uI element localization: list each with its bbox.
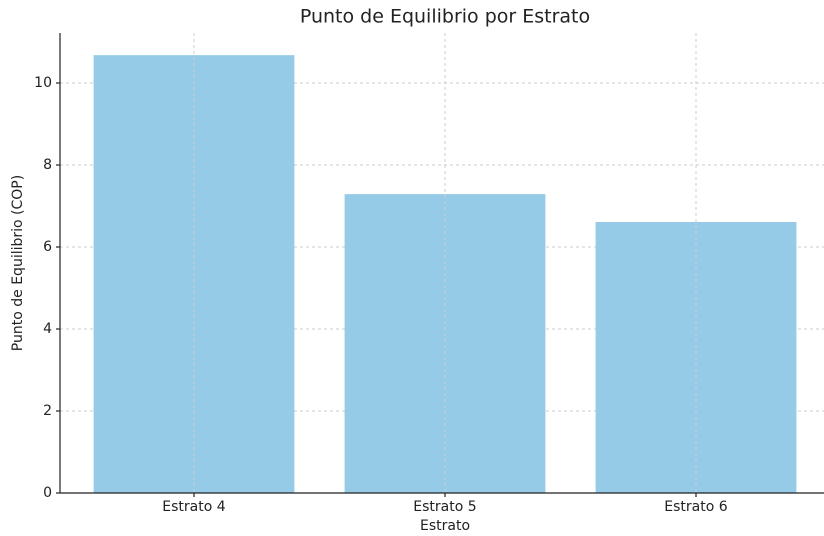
- y-axis-label: Punto de Equilibrio (COP): [10, 175, 26, 351]
- y-tick-label: 4: [43, 321, 52, 337]
- y-tick-label: 10: [34, 75, 52, 91]
- y-tick-label: 0: [43, 485, 52, 501]
- x-tick-label: Estrato 5: [413, 499, 476, 515]
- x-axis-label: Estrato: [420, 518, 470, 534]
- y-tick-label: 6: [43, 239, 52, 255]
- y-tick-label: 8: [43, 157, 52, 173]
- x-tick-label: Estrato 6: [664, 499, 727, 515]
- x-tick-label: Estrato 4: [162, 499, 225, 515]
- y-tick-label: 2: [43, 403, 52, 419]
- chart-title: Punto de Equilibrio por Estrato: [300, 6, 590, 28]
